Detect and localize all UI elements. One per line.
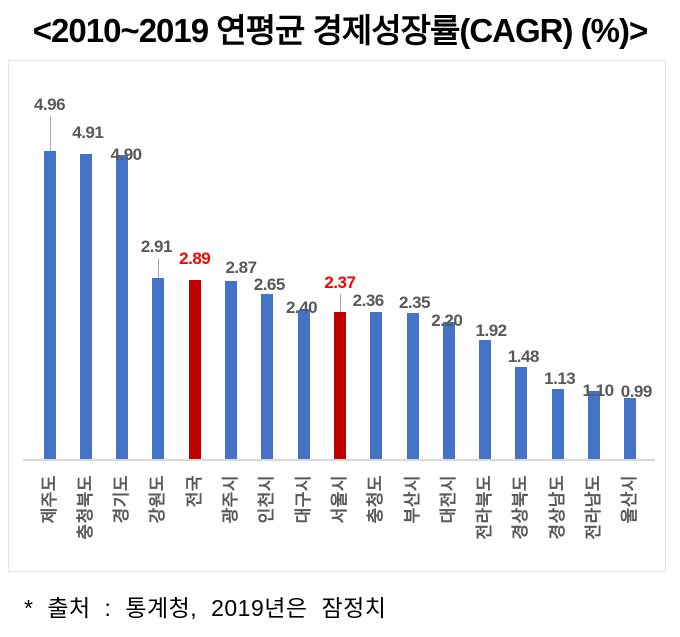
bar-제주도 (43, 151, 56, 459)
category-label: 충청북도 (75, 475, 95, 540)
bar-value-label: 2.65 (253, 275, 286, 294)
bar-value-label: 2.87 (225, 258, 257, 277)
category-label: 대구시 (293, 475, 313, 524)
category-label: 서울시 (329, 475, 349, 524)
bar-value-label: 2.35 (398, 293, 431, 312)
bar-value-label: 2.91 (140, 237, 173, 256)
bar-광주시 (225, 281, 237, 459)
bar-value-label: 0.99 (620, 382, 653, 401)
x-axis-line (23, 459, 655, 461)
bar-전라북도 (479, 340, 492, 459)
bar-value-label: 2.37 (324, 273, 356, 292)
category-label: 충청도 (366, 475, 386, 524)
category-label: 전라남도 (584, 475, 603, 540)
category-label: 광주시 (221, 475, 240, 524)
leader-line (339, 294, 341, 312)
category-label: 부산시 (402, 475, 422, 524)
bar-충청도 (370, 312, 383, 459)
category-label: 전라북도 (475, 475, 495, 540)
bar-value-label: 2.36 (352, 291, 385, 310)
chart-title: <2010~2019 연평균 경제성장률(CAGR) (%)> (32, 12, 649, 49)
bar-전국 (188, 280, 201, 459)
bar-대구시 (297, 310, 310, 459)
category-label: 경상남도 (547, 475, 567, 540)
bar-value-label: 1.48 (507, 347, 540, 366)
bar-경기도 (116, 155, 129, 459)
source-footnote: * 출처 : 통계청, 2019년은 잠정치 (24, 595, 387, 621)
bar-경상남도 (551, 389, 564, 459)
bar-강원도 (152, 278, 165, 459)
category-label: 전국 (184, 475, 204, 508)
bar-value-label: 4.91 (72, 123, 104, 142)
leader-line (158, 258, 160, 278)
plot-area: 4.96 제주도 4.91 충청북도 4.90 경기도 2.91 강원도 2.89 전국 2.87 광… (9, 61, 665, 571)
bar-대전시 (442, 322, 455, 459)
bar-value-label: 1.92 (475, 321, 508, 340)
bar-value-label: 2.40 (286, 298, 318, 317)
bar-value-label: 1.10 (582, 381, 614, 400)
bar-value-label: 2.89 (179, 249, 211, 268)
category-label: 인천시 (257, 475, 277, 524)
bar-전라남도 (588, 391, 600, 459)
bar-value-label: 2.20 (431, 311, 463, 330)
category-label: 제주도 (39, 475, 59, 524)
category-label: 경기도 (112, 475, 132, 524)
bar-충청북도 (79, 154, 92, 459)
bar-부산시 (406, 313, 419, 459)
category-label: 대전시 (438, 475, 458, 524)
leader-line (49, 116, 51, 151)
category-label: 경상북도 (511, 475, 531, 540)
bar-경상북도 (515, 367, 528, 459)
bar-인천시 (261, 294, 274, 459)
bar-value-label: 4.96 (33, 95, 66, 114)
bar-울산시 (624, 398, 637, 459)
chart-frame: 4.96 제주도 4.91 충청북도 4.90 경기도 2.91 강원도 2.89 전국 2.87 광… (8, 60, 666, 572)
bar-서울시 (333, 312, 346, 459)
bar-value-label: 4.90 (110, 145, 143, 164)
bar-value-label: 1.13 (544, 369, 576, 388)
category-label: 울산시 (620, 475, 640, 524)
category-label: 강원도 (148, 475, 168, 524)
